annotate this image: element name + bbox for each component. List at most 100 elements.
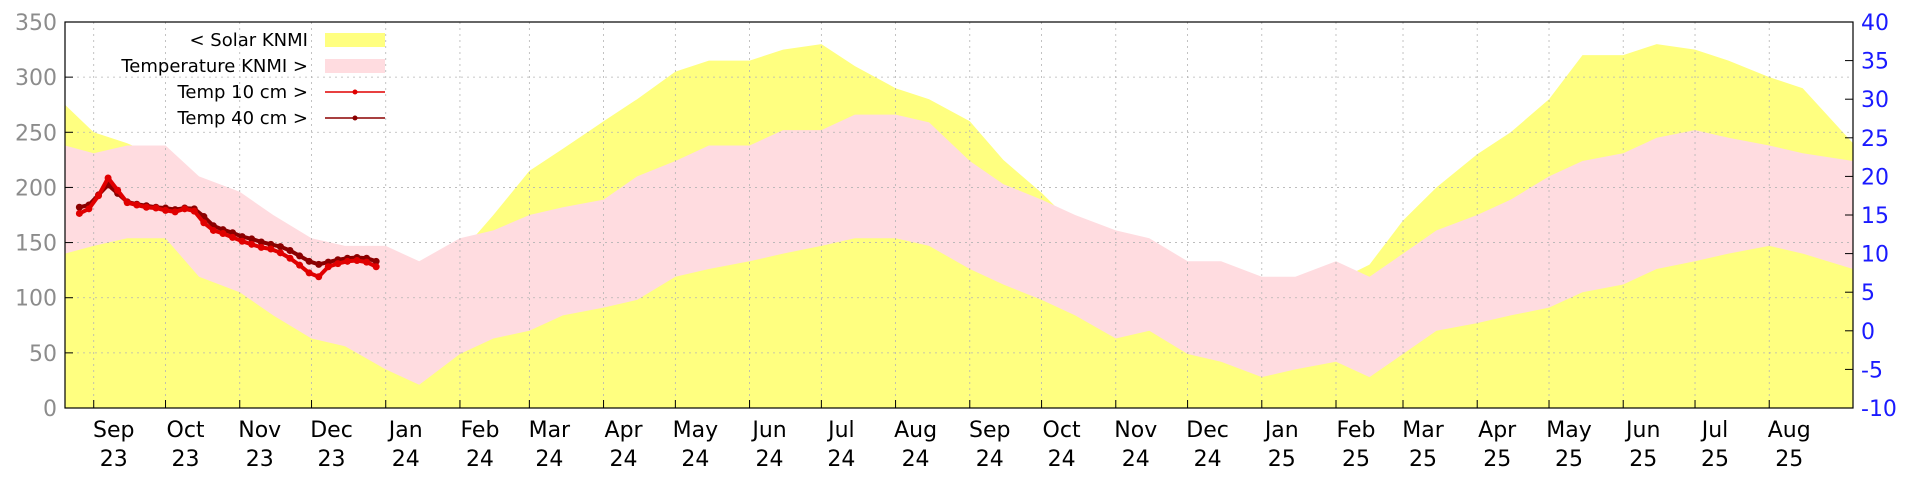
series-point <box>343 257 351 265</box>
series-point <box>85 205 93 213</box>
x-tick-month: Sep <box>969 418 1010 443</box>
x-tick-month: Dec <box>310 418 353 443</box>
x-tick-month: Jan <box>387 418 423 443</box>
series-point <box>257 238 265 246</box>
x-tick-year: 25 <box>1701 447 1729 472</box>
series-point <box>229 233 237 241</box>
x-tick-year: 24 <box>466 447 494 472</box>
series-point <box>315 273 323 281</box>
series-point <box>75 209 83 217</box>
series-point <box>257 243 265 251</box>
temperature-band-layer <box>65 114 1853 385</box>
x-tick-year: 24 <box>1048 447 1076 472</box>
y-left-tick-label: 200 <box>15 176 57 201</box>
x-tick-month: Apr <box>605 418 644 443</box>
series-point <box>305 257 313 265</box>
series-point <box>200 219 208 227</box>
y-left-tick-label: 50 <box>29 342 57 367</box>
y-left-tick-label: 350 <box>15 11 57 36</box>
soil-temperature-lines <box>75 174 380 281</box>
x-tick-year: 23 <box>318 447 346 472</box>
legend-label: Temp 10 cm > <box>176 82 308 103</box>
series-point <box>142 203 150 211</box>
x-tick-month: Jan <box>1263 418 1299 443</box>
x-tick-year: 25 <box>1629 447 1657 472</box>
series-point <box>372 257 380 265</box>
y-left-tick-label: 100 <box>15 287 57 312</box>
tick-layer: 0 50 100 150 200 250 300 350 -10 -5 0 5 10 15 20 25 30 35… <box>15 11 1897 472</box>
y-right-tick-label: 5 <box>1861 281 1875 306</box>
series-point <box>334 260 342 268</box>
y-left-tick-label: 0 <box>43 397 57 422</box>
legend-swatch <box>325 33 385 47</box>
x-tick-year: 24 <box>827 447 855 472</box>
x-tick-year: 23 <box>100 447 128 472</box>
x-tick-year: 25 <box>1775 447 1803 472</box>
series-point <box>133 201 141 209</box>
series-point <box>324 263 332 271</box>
y-left-tick-label: 150 <box>15 232 57 257</box>
legend-label: Temp 40 cm > <box>176 108 308 129</box>
y-right-tick-label: 40 <box>1861 11 1889 36</box>
x-tick-month: Nov <box>1114 418 1157 443</box>
x-tick-year: 25 <box>1342 447 1370 472</box>
series-point <box>315 260 323 268</box>
series-point <box>353 257 361 265</box>
legend-label: Temperature KNMI > <box>120 56 308 77</box>
legend: < Solar KNMI Temperature KNMI > Temp 10 cm… <box>120 30 385 129</box>
y-right-tick-label: -5 <box>1861 358 1883 383</box>
series-point <box>286 254 294 262</box>
x-tick-month: Aug <box>894 418 937 443</box>
series-point <box>219 230 227 238</box>
series-point <box>305 269 313 277</box>
legend-swatch-point <box>352 89 358 95</box>
series-point <box>75 203 83 211</box>
x-tick-month: Sep <box>93 418 134 443</box>
x-tick-year: 25 <box>1555 447 1583 472</box>
legend-swatch <box>325 59 385 73</box>
series-point <box>276 249 284 257</box>
y-left-tick-label: 300 <box>15 66 57 91</box>
series-point <box>267 245 275 253</box>
y-right-tick-label: 20 <box>1861 165 1889 190</box>
series-point <box>286 247 294 255</box>
x-tick-year: 24 <box>392 447 420 472</box>
x-tick-year: 24 <box>1194 447 1222 472</box>
series-point <box>248 235 256 243</box>
x-tick-year: 25 <box>1483 447 1511 472</box>
x-tick-year: 25 <box>1268 447 1296 472</box>
x-tick-month: May <box>1546 418 1591 443</box>
legend-label: < Solar KNMI <box>189 30 308 51</box>
x-tick-year: 24 <box>535 447 563 472</box>
x-tick-month: Mar <box>1402 418 1444 443</box>
x-tick-month: Aug <box>1768 418 1811 443</box>
y-left-tick-label: 250 <box>15 121 57 146</box>
series-point <box>209 226 217 234</box>
x-tick-month: Oct <box>167 418 205 443</box>
series-point <box>276 243 284 251</box>
y-right-tick-label: 0 <box>1861 320 1875 345</box>
y-right-tick-label: 15 <box>1861 204 1889 229</box>
series-point <box>123 199 131 207</box>
x-tick-year: 23 <box>246 447 274 472</box>
series-point <box>372 263 380 271</box>
x-tick-month: Apr <box>1478 418 1517 443</box>
y-right-tick-label: 30 <box>1861 88 1889 113</box>
x-tick-year: 24 <box>1122 447 1150 472</box>
legend-swatch-point <box>352 115 358 121</box>
x-tick-month: Jun <box>1624 418 1660 443</box>
y-right-tick-label: 25 <box>1861 127 1889 152</box>
x-tick-year: 23 <box>172 447 200 472</box>
x-tick-year: 25 <box>1409 447 1437 472</box>
x-tick-month: Jul <box>1700 418 1729 443</box>
x-tick-year: 24 <box>681 447 709 472</box>
temperature-band <box>65 114 1853 385</box>
x-tick-month: Feb <box>1337 418 1376 443</box>
y-right-tick-label: 10 <box>1861 243 1889 268</box>
x-tick-year: 24 <box>756 447 784 472</box>
x-tick-month: Jul <box>826 418 855 443</box>
series-point <box>363 258 371 266</box>
series-point <box>238 237 246 245</box>
